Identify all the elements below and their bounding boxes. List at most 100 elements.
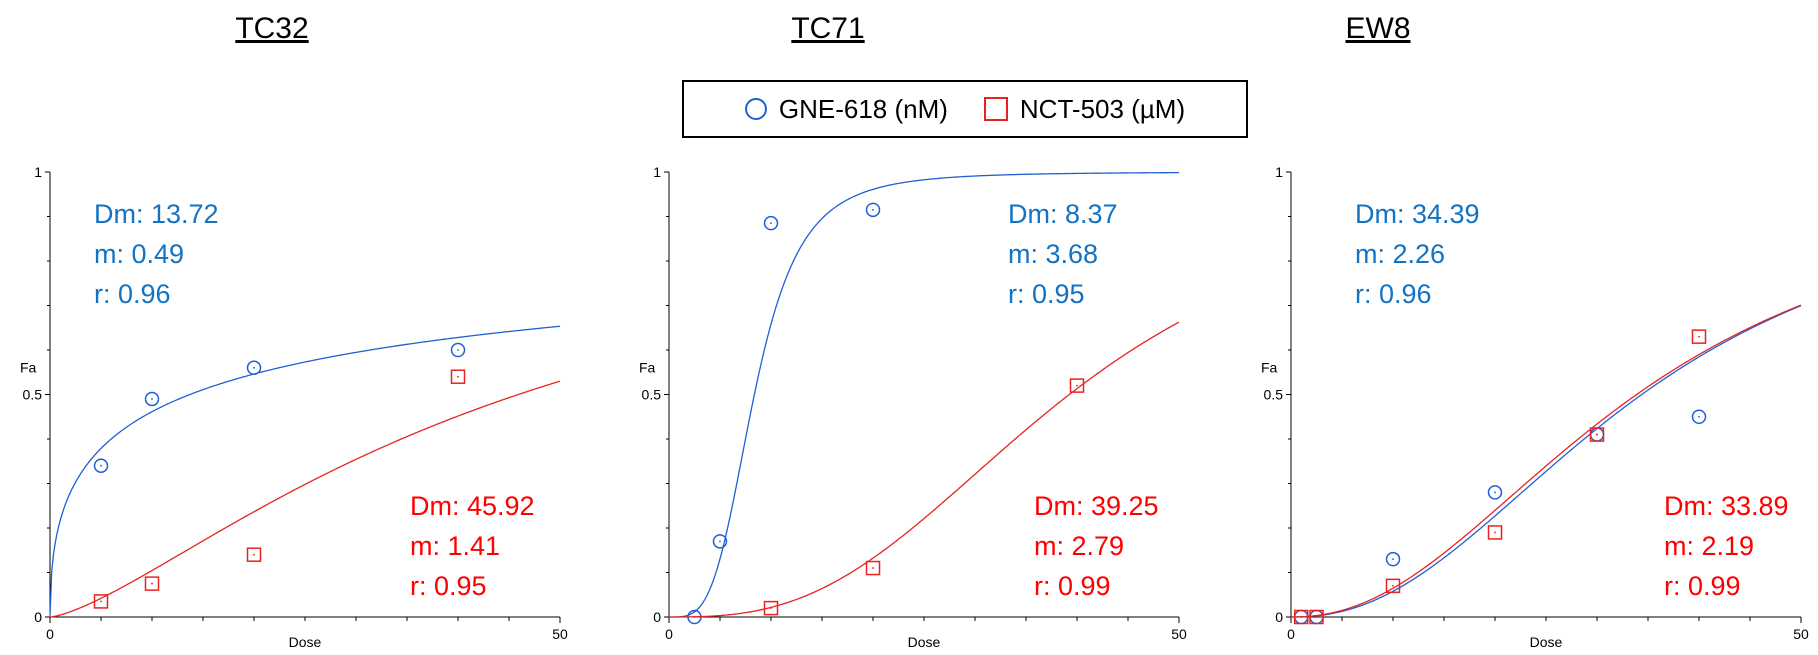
data-point-center — [872, 567, 874, 569]
data-point-circle — [450, 342, 466, 358]
data-point-center — [1494, 491, 1496, 494]
data-point-square — [93, 594, 109, 609]
x-tick-label: 50 — [552, 626, 568, 642]
data-point-circle — [1691, 409, 1707, 424]
x-tick-label: 0 — [1287, 626, 1295, 642]
data-point-center — [1300, 616, 1303, 618]
data-point-circle — [712, 534, 728, 549]
fit-curve — [1291, 304, 1802, 618]
data-point-center — [872, 208, 874, 211]
fit-curve — [49, 325, 561, 618]
data-point-center — [1392, 558, 1394, 561]
y-axis-label: Fa — [20, 359, 37, 375]
panel-title-ew8: EW8 — [1345, 12, 1411, 45]
data-point-square — [1589, 427, 1605, 442]
y-tick-label: 0 — [34, 609, 42, 625]
stat-gne: m: 0.49 — [94, 239, 184, 269]
stat-gne: r: 0.96 — [94, 279, 171, 309]
data-point-center — [1392, 584, 1394, 587]
x-axis-label: Dose — [908, 634, 941, 650]
data-point-square — [1309, 609, 1324, 625]
legend-label-gne: GNE-618 (nM) — [778, 93, 948, 124]
x-tick-label: 50 — [1171, 626, 1187, 642]
data-point-center — [253, 553, 255, 556]
x-axis-label: Dose — [289, 634, 322, 650]
y-tick-label: 0.5 — [23, 387, 43, 403]
data-point-center — [100, 464, 102, 467]
data-point-center — [770, 222, 772, 225]
y-tick-label: 1 — [34, 164, 42, 180]
data-point-circle — [1487, 485, 1503, 500]
legend: GNE-618 (nM) NCT-503 (µM) — [682, 80, 1248, 138]
circle-marker-icon — [744, 98, 767, 120]
data-point-center — [253, 366, 255, 369]
data-point-circle — [763, 215, 779, 231]
data-point-circle — [865, 202, 881, 218]
panel-title-tc32: TC32 — [235, 12, 309, 45]
legend-label-nct: NCT-503 (µM) — [1019, 93, 1186, 124]
y-tick-label: 0 — [653, 609, 661, 625]
data-point-circle — [246, 360, 262, 376]
data-point-center — [457, 375, 459, 378]
x-tick-label: 0 — [665, 626, 673, 642]
y-tick-label: 0 — [1275, 609, 1283, 625]
fit-curve — [669, 171, 1180, 618]
data-point-circle — [93, 458, 109, 473]
data-point-center — [151, 398, 153, 400]
stat-nct: r: 0.99 — [1664, 571, 1741, 601]
stat-gne: r: 0.95 — [1008, 279, 1085, 309]
stat-gne: Dm: 13.72 — [94, 199, 219, 229]
x-axis-label: Dose — [1530, 634, 1563, 650]
stat-nct: m: 2.19 — [1664, 531, 1754, 561]
y-tick-label: 1 — [653, 164, 661, 180]
x-tick-label: 50 — [1793, 626, 1809, 642]
stat-gne: Dm: 8.37 — [1008, 199, 1118, 229]
stat-gne: r: 0.96 — [1355, 279, 1432, 309]
fit-curve — [669, 321, 1180, 618]
data-point-center — [770, 607, 772, 609]
square-marker-icon — [983, 97, 1008, 121]
data-point-circle — [1385, 551, 1401, 567]
y-axis-label: Fa — [1261, 359, 1278, 375]
fit-curve — [1291, 305, 1802, 618]
data-point-center — [719, 540, 721, 543]
data-point-square — [1293, 609, 1309, 625]
data-point-circle — [144, 391, 160, 407]
data-point-center — [1494, 531, 1496, 534]
data-point-center — [151, 582, 153, 585]
data-point-square — [144, 576, 160, 591]
data-point-square — [246, 547, 262, 562]
data-point-center — [457, 349, 459, 351]
legend-item-gne: GNE-618 (nM) — [744, 93, 948, 125]
data-point-square — [763, 600, 779, 616]
data-point-square — [865, 560, 881, 576]
legend-item-nct: NCT-503 (µM) — [983, 93, 1186, 125]
data-point-square — [1691, 329, 1707, 344]
fit-curve — [49, 380, 561, 618]
y-tick-label: 0.5 — [1264, 387, 1284, 403]
data-point-square — [450, 369, 466, 384]
data-point-square — [1069, 378, 1085, 393]
stat-nct: Dm: 39.25 — [1034, 491, 1159, 521]
data-point-center — [1315, 616, 1318, 618]
y-axis-label: Fa — [639, 359, 656, 375]
stat-gne: Dm: 34.39 — [1355, 199, 1480, 229]
data-point-center — [1076, 384, 1078, 387]
data-point-center — [1698, 335, 1700, 338]
data-point-center — [100, 600, 102, 603]
y-tick-label: 0.5 — [642, 387, 662, 403]
stat-gne: m: 2.26 — [1355, 239, 1445, 269]
x-tick-label: 0 — [46, 626, 54, 642]
panel-title-tc71: TC71 — [791, 12, 865, 45]
stat-nct: Dm: 45.92 — [410, 491, 535, 521]
data-point-center — [1596, 433, 1598, 436]
data-point-square — [1385, 578, 1401, 594]
stat-nct: r: 0.99 — [1034, 571, 1111, 601]
data-point-square — [1487, 525, 1503, 540]
stat-gne: m: 3.68 — [1008, 239, 1098, 269]
stat-nct: r: 0.95 — [410, 571, 487, 601]
y-tick-label: 1 — [1275, 164, 1283, 180]
stat-nct: m: 1.41 — [410, 531, 500, 561]
stat-nct: m: 2.79 — [1034, 531, 1124, 561]
